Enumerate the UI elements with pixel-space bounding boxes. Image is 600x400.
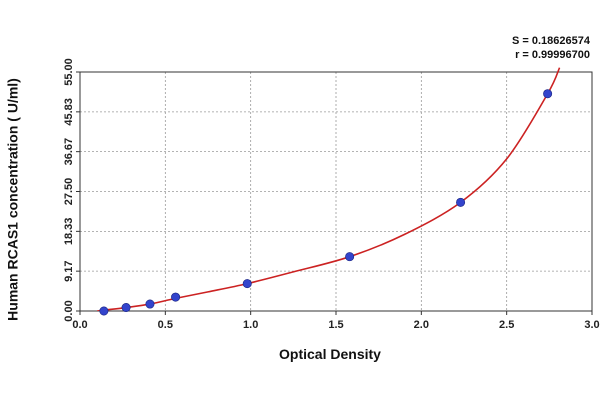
- x-tick-label: 2.5: [499, 319, 514, 331]
- y-tick-label: 55.00: [63, 58, 75, 86]
- data-point: [121, 303, 131, 313]
- y-tick-label: 18.33: [63, 218, 75, 246]
- y-tick-label: 27.50: [63, 178, 75, 206]
- y-axis: 0.00 9.17 18.33 27.50 36.67 45.83 55.00: [63, 58, 80, 322]
- x-axis: 0.0 0.5 1.0 1.5 2.0 2.5 3.0: [72, 311, 600, 331]
- data-point: [242, 279, 252, 289]
- x-axis-title: Optical Density: [279, 346, 381, 362]
- x-tick-label: 1.5: [328, 319, 343, 331]
- y-tick-label: 0.00: [63, 300, 75, 321]
- data-point: [543, 89, 553, 99]
- x-tick-label: 1.0: [243, 319, 258, 331]
- data-point: [171, 292, 181, 302]
- y-tick-label: 36.67: [63, 138, 75, 166]
- grid: [80, 72, 592, 311]
- data-point: [345, 252, 355, 262]
- x-tick-label: 0.5: [158, 319, 173, 331]
- data-point: [456, 197, 466, 207]
- y-tick-label: 9.17: [63, 260, 75, 281]
- x-tick-label: 0.0: [72, 319, 87, 331]
- data-point: [99, 306, 109, 316]
- data-point: [145, 299, 155, 309]
- y-tick-label: 45.83: [63, 98, 75, 126]
- y-axis-title: Human RCAS1 concentration ( U/ml): [5, 78, 21, 321]
- x-tick-label: 3.0: [584, 319, 599, 331]
- stat-r: r = 0.99996700: [515, 49, 590, 61]
- data-points: [99, 89, 553, 316]
- x-tick-label: 2.0: [414, 319, 429, 331]
- stat-s: S = 0.18626574: [512, 35, 591, 47]
- fit-curve: [96, 67, 561, 311]
